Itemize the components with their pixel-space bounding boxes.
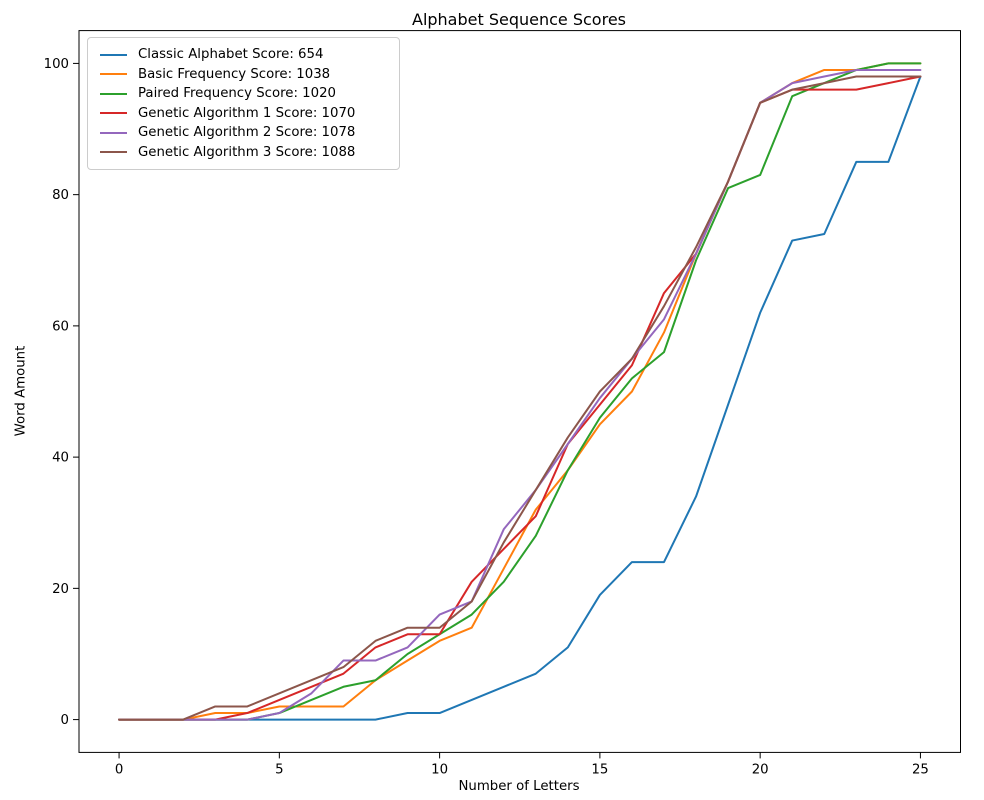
legend-line-swatch bbox=[100, 73, 127, 76]
legend-line-swatch bbox=[100, 131, 127, 134]
y-tick-label: 100 bbox=[44, 57, 69, 72]
plot-line-3 bbox=[118, 75, 922, 721]
legend-label: Basic Frequency Score: 1038 bbox=[138, 66, 331, 82]
legend-item-3: Genetic Algorithm 1 Score: 1070 bbox=[98, 104, 389, 124]
legend-label: Genetic Algorithm 2 Score: 1078 bbox=[138, 125, 356, 141]
legend-item-1: Basic Frequency Score: 1038 bbox=[98, 65, 389, 85]
legend-item-2: Paired Frequency Score: 1020 bbox=[98, 84, 389, 104]
x-tick-label: 20 bbox=[752, 762, 769, 777]
legend-label: Genetic Algorithm 3 Score: 1088 bbox=[138, 144, 356, 160]
plot-line-4 bbox=[118, 68, 922, 721]
x-tick-label: 25 bbox=[912, 762, 929, 777]
legend-item-5: Genetic Algorithm 3 Score: 1088 bbox=[98, 143, 389, 163]
y-tick-label: 60 bbox=[52, 319, 69, 334]
y-tick-label: 80 bbox=[52, 188, 69, 203]
axes-spines bbox=[78, 30, 961, 753]
legend-line-swatch bbox=[100, 53, 127, 56]
plot-line-5 bbox=[118, 75, 922, 721]
x-tick-label: 10 bbox=[431, 762, 448, 777]
y-axis-label: Word Amount bbox=[13, 345, 29, 437]
legend-line-swatch bbox=[100, 151, 127, 154]
legend-line-swatch bbox=[100, 112, 127, 115]
plot-line-0 bbox=[118, 75, 922, 721]
x-tick-label: 5 bbox=[275, 762, 283, 777]
chart-title: Alphabet Sequence Scores bbox=[411, 10, 627, 29]
x-tick-label: 15 bbox=[591, 762, 608, 777]
x-axis-label: Number of Letters bbox=[458, 779, 580, 794]
legend-label: Paired Frequency Score: 1020 bbox=[138, 86, 336, 102]
legend: Classic Alphabet Score: 654 Basic Frequen… bbox=[87, 37, 400, 170]
y-tick-label: 20 bbox=[52, 582, 69, 597]
legend-line-swatch bbox=[100, 92, 127, 95]
legend-label: Genetic Algorithm 1 Score: 1070 bbox=[138, 105, 356, 121]
legend-label: Classic Alphabet Score: 654 bbox=[138, 47, 324, 63]
x-tick-label: 0 bbox=[115, 762, 123, 777]
y-tick-label: 0 bbox=[61, 713, 69, 728]
legend-item-0: Classic Alphabet Score: 654 bbox=[98, 45, 389, 65]
legend-item-4: Genetic Algorithm 2 Score: 1078 bbox=[98, 123, 389, 143]
y-tick-label: 40 bbox=[52, 451, 69, 466]
